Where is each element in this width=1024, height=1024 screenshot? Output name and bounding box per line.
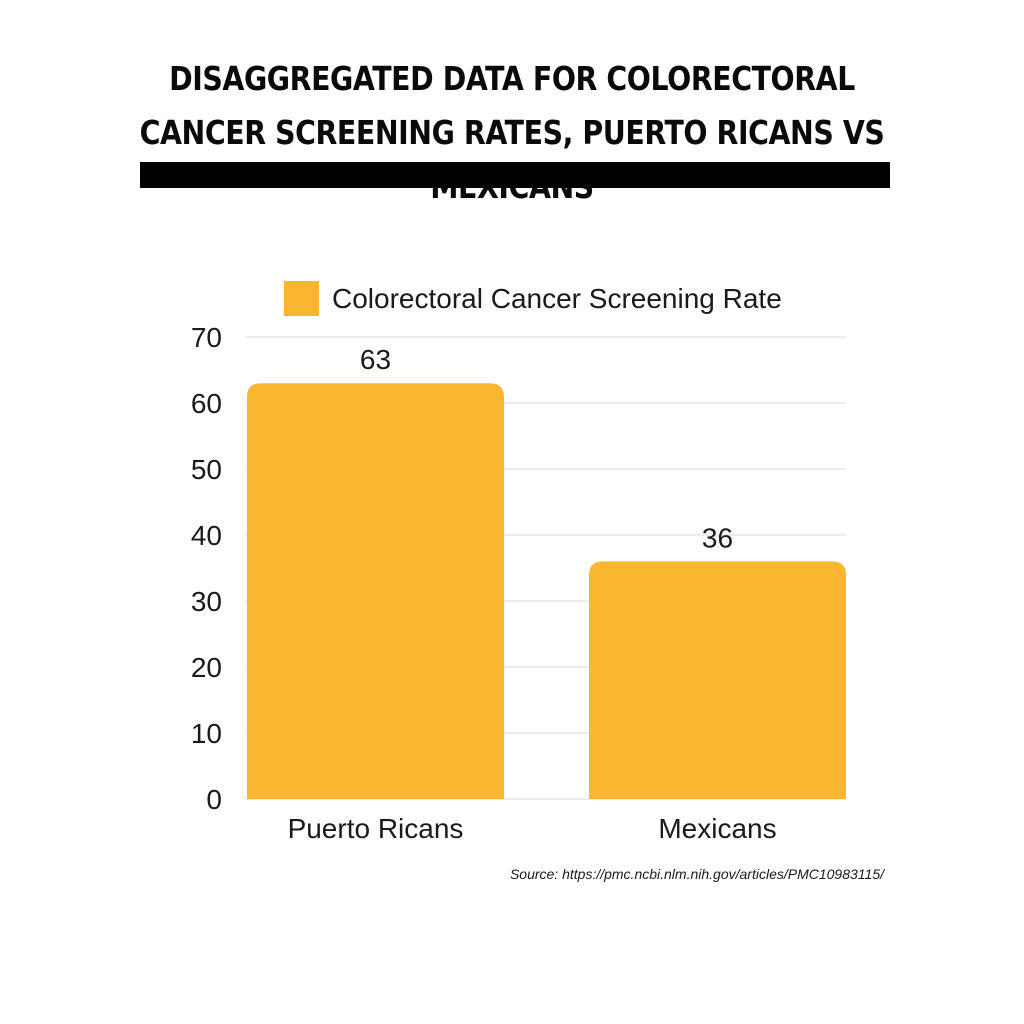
y-tick-label: 70: [191, 322, 222, 353]
x-category-label: Puerto Ricans: [288, 813, 464, 844]
bar-mexicans: [589, 561, 846, 799]
y-tick-label: 60: [191, 388, 222, 419]
y-tick-label: 40: [191, 520, 222, 551]
y-tick-label: 50: [191, 454, 222, 485]
page-title: DISAGGREGATED DATA FOR COLORECTORAL CANC…: [139, 59, 885, 206]
source-citation: Source: https://pmc.ncbi.nlm.nih.gov/art…: [509, 866, 884, 882]
legend-label: Colorectoral Cancer Screening Rate: [332, 283, 782, 314]
legend-swatch: [284, 281, 319, 316]
x-category-label: Mexicans: [658, 813, 776, 844]
title-underline-bar: [140, 162, 890, 188]
y-tick-label: 20: [191, 652, 222, 683]
y-tick-label: 10: [191, 718, 222, 749]
y-tick-label: 0: [206, 784, 222, 815]
data-label: 63: [360, 344, 391, 375]
bar-puerto-ricans: [247, 383, 504, 799]
data-label: 36: [702, 522, 733, 553]
y-tick-label: 30: [191, 586, 222, 617]
